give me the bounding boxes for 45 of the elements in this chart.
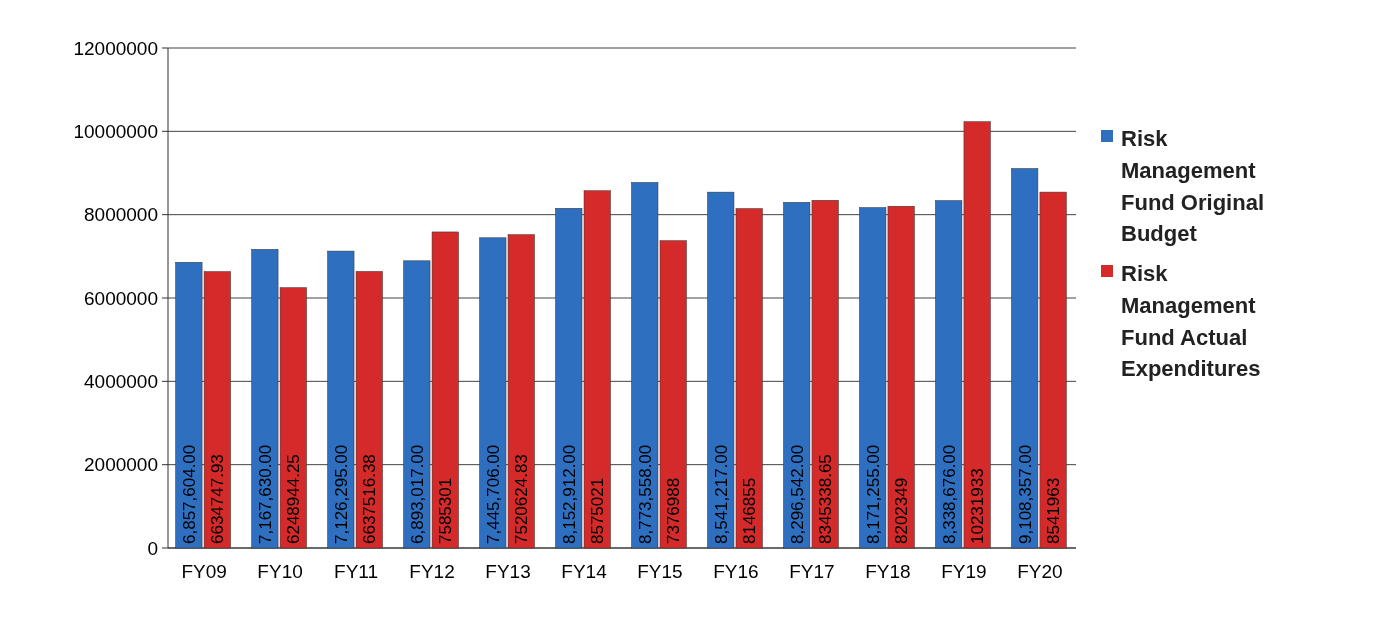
data-label: 8,152,912.00 <box>559 444 579 544</box>
x-tick-label: FY18 <box>865 561 911 582</box>
data-label: 8,541,217.00 <box>711 444 731 544</box>
data-label: 6637516.38 <box>360 454 380 544</box>
data-label: 8,171,255.00 <box>863 444 883 544</box>
data-label: 10231933 <box>968 468 988 544</box>
x-tick-label: FY11 <box>334 561 379 582</box>
data-label: 8345338.65 <box>816 454 836 544</box>
x-tick-label: FY16 <box>713 561 759 582</box>
x-tick-label: FY20 <box>1017 561 1063 582</box>
data-label: 8,338,676.00 <box>939 444 959 544</box>
legend-label: Risk Management Fund Original Budget <box>1121 125 1264 247</box>
x-tick-label: FY13 <box>485 561 531 582</box>
legend-label: Risk Management Fund Actual Expenditures <box>1121 260 1261 382</box>
data-label: 8541963 <box>1044 477 1064 544</box>
y-tick-label: 12000000 <box>73 37 158 59</box>
x-tick-label: FY14 <box>561 561 608 582</box>
data-label: 8575021 <box>588 477 608 544</box>
x-tick-label: FY10 <box>257 561 303 582</box>
data-label: 6248944.25 <box>284 454 304 544</box>
data-label: 7585301 <box>436 477 456 544</box>
data-label: 7376988 <box>664 477 684 544</box>
data-label: 8146855 <box>740 477 760 544</box>
data-label: 7,445,706.00 <box>483 444 503 544</box>
y-tick-label: 10000000 <box>73 120 158 142</box>
data-label: 9,108,357.00 <box>1015 444 1035 544</box>
y-tick-label: 0 <box>147 537 158 559</box>
x-tick-label: FY15 <box>637 561 683 582</box>
data-label: 8,296,542.00 <box>787 444 807 544</box>
data-label: 6,893,017.00 <box>407 444 427 544</box>
data-label: 6634747.93 <box>208 454 228 544</box>
y-tick-label: 6000000 <box>84 287 158 309</box>
y-tick-label: 8000000 <box>84 204 158 226</box>
data-label: 6,857,604.00 <box>179 444 199 544</box>
data-label: 8202349 <box>892 477 912 544</box>
x-tick-label: FY09 <box>181 561 227 582</box>
y-tick-label: 2000000 <box>84 454 158 476</box>
x-tick-label: FY17 <box>789 561 835 582</box>
data-label: 7520624.83 <box>512 454 532 544</box>
x-tick-label: FY19 <box>941 561 987 582</box>
data-label: 7,126,295.00 <box>331 444 351 544</box>
y-tick-label: 4000000 <box>84 370 158 392</box>
x-tick-label: FY12 <box>409 561 455 582</box>
data-label: 8,773,558.00 <box>635 444 655 544</box>
data-label: 7,167,630.00 <box>255 444 275 544</box>
